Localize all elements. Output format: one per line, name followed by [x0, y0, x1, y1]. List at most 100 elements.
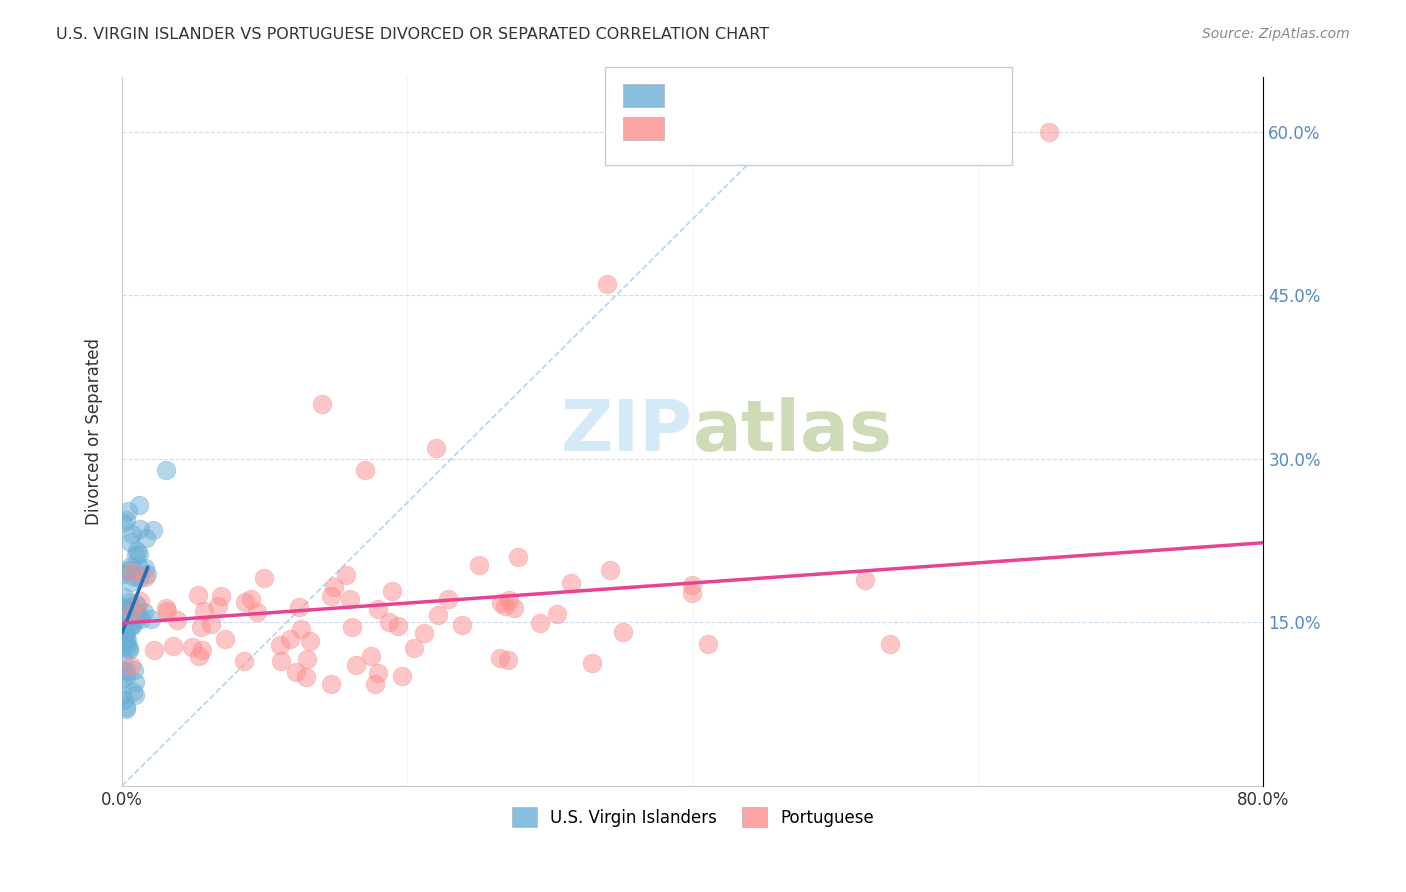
- Point: [367, 601, 389, 615]
- Point: [451, 618, 474, 632]
- Point: [298, 633, 321, 648]
- Point: [121, 617, 143, 632]
- Point: [111, 635, 134, 649]
- Point: [118, 535, 141, 549]
- Point: [125, 544, 148, 558]
- Point: [112, 637, 135, 651]
- Point: [125, 612, 148, 626]
- Point: [269, 638, 291, 652]
- Point: [114, 513, 136, 527]
- Point: [311, 397, 333, 411]
- Point: [131, 612, 153, 626]
- Point: [111, 688, 134, 702]
- Point: [193, 605, 215, 619]
- Point: [413, 626, 436, 640]
- Point: [294, 669, 316, 683]
- Point: [404, 640, 426, 655]
- Point: [546, 607, 568, 621]
- Text: 0.408: 0.408: [707, 85, 765, 103]
- Text: 72: 72: [808, 85, 834, 103]
- Point: [122, 663, 145, 677]
- Point: [214, 632, 236, 646]
- Point: [489, 596, 512, 610]
- Point: [367, 665, 389, 680]
- Point: [468, 558, 491, 572]
- Point: [335, 567, 357, 582]
- Point: [344, 657, 367, 672]
- Point: [191, 643, 214, 657]
- Point: [240, 591, 263, 606]
- Text: 78: 78: [808, 119, 834, 136]
- Point: [342, 619, 364, 633]
- Text: ZIP: ZIP: [561, 397, 693, 467]
- Point: [322, 580, 344, 594]
- Point: [128, 498, 150, 512]
- Point: [560, 576, 582, 591]
- Point: [129, 593, 152, 607]
- Point: [112, 617, 135, 632]
- Point: [120, 659, 142, 673]
- Point: [115, 665, 138, 679]
- Legend: U.S. Virgin Islanders, Portuguese: U.S. Virgin Islanders, Portuguese: [505, 800, 880, 834]
- Point: [111, 516, 134, 531]
- Point: [681, 578, 703, 592]
- Point: [209, 589, 232, 603]
- Point: [155, 601, 177, 615]
- Point: [128, 547, 150, 561]
- Point: [112, 692, 135, 706]
- Point: [879, 637, 901, 651]
- Point: [339, 592, 361, 607]
- Point: [117, 601, 139, 615]
- Point: [124, 688, 146, 702]
- Point: [120, 559, 142, 574]
- Point: [488, 650, 510, 665]
- Text: U.S. VIRGIN ISLANDER VS PORTUGUESE DIVORCED OR SEPARATED CORRELATION CHART: U.S. VIRGIN ISLANDER VS PORTUGUESE DIVOR…: [56, 27, 769, 42]
- Point: [111, 566, 134, 581]
- Point: [233, 595, 256, 609]
- Point: [128, 572, 150, 586]
- Point: [321, 676, 343, 690]
- Point: [321, 589, 343, 603]
- Point: [112, 607, 135, 622]
- Point: [156, 604, 179, 618]
- Point: [166, 613, 188, 627]
- Point: [112, 605, 135, 619]
- Point: [142, 523, 165, 537]
- Point: [132, 605, 155, 619]
- Point: [117, 611, 139, 625]
- Point: [121, 526, 143, 541]
- Point: [124, 675, 146, 690]
- Point: [115, 602, 138, 616]
- Point: [364, 677, 387, 691]
- Point: [162, 639, 184, 653]
- Point: [425, 441, 447, 455]
- Point: [696, 637, 718, 651]
- Point: [190, 620, 212, 634]
- Point: [128, 522, 150, 536]
- Point: [280, 632, 302, 646]
- Text: R =: R =: [671, 119, 716, 136]
- Y-axis label: Divorced or Separated: Divorced or Separated: [86, 338, 103, 525]
- Point: [115, 702, 138, 716]
- Point: [136, 566, 159, 581]
- Point: [121, 607, 143, 621]
- Point: [117, 563, 139, 577]
- Point: [494, 599, 516, 613]
- Point: [353, 463, 375, 477]
- Point: [112, 664, 135, 678]
- Point: [111, 652, 134, 666]
- Point: [120, 574, 142, 589]
- Point: [853, 573, 876, 587]
- Point: [288, 600, 311, 615]
- Point: [253, 571, 276, 585]
- Point: [114, 627, 136, 641]
- Point: [596, 277, 619, 292]
- Point: [498, 593, 520, 607]
- Point: [115, 670, 138, 684]
- Point: [121, 569, 143, 583]
- Text: N =: N =: [773, 85, 813, 103]
- Point: [118, 619, 141, 633]
- Point: [233, 654, 256, 668]
- Point: [114, 603, 136, 617]
- Point: [115, 632, 138, 647]
